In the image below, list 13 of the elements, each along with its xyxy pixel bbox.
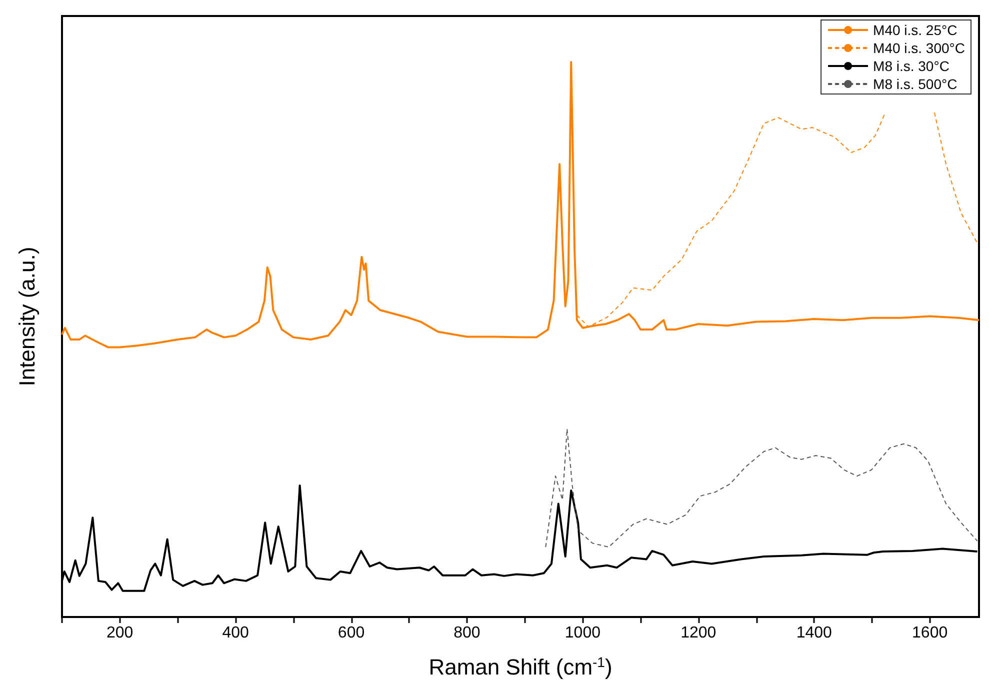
x-tick-label: 1200 — [680, 624, 716, 642]
y-axis-title: Intensity (a.u.) — [14, 246, 40, 386]
legend-label: M40 i.s. 25°C — [873, 22, 958, 38]
legend-label: M40 i.s. 300°C — [873, 40, 966, 56]
legend-label: M8 i.s. 30°C — [873, 58, 950, 74]
x-tick-label: 1000 — [564, 624, 601, 642]
x-tick-label: 1400 — [796, 624, 832, 642]
x-tick-label: 600 — [338, 624, 365, 642]
x-tick-label: 200 — [106, 624, 134, 642]
x-tick-label: 800 — [454, 624, 480, 642]
x-tick-label: 1600 — [912, 624, 948, 642]
x-tick-label: 400 — [222, 624, 250, 642]
legend-label: M8 i.s. 500°C — [873, 76, 958, 92]
